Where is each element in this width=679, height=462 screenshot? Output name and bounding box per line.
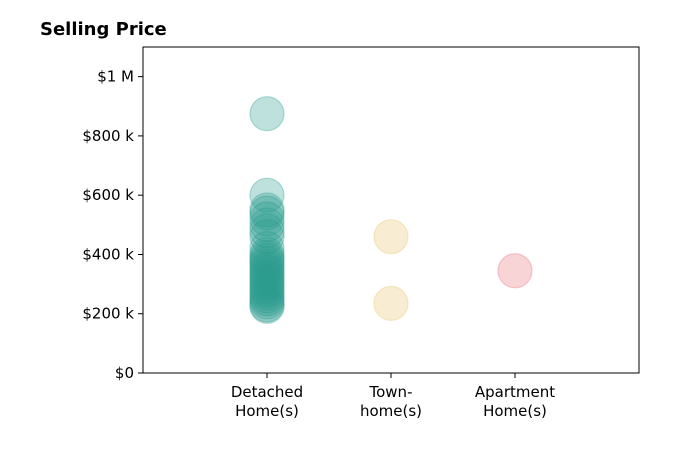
data-point (249, 245, 285, 281)
data-point (373, 219, 409, 255)
data-point (249, 192, 285, 228)
data-point (249, 284, 285, 320)
data-point (249, 248, 285, 284)
data-point (249, 263, 285, 299)
plot-frame (142, 46, 640, 374)
data-point (249, 207, 285, 243)
data-point (249, 260, 285, 296)
data-point (249, 254, 285, 290)
data-points (249, 96, 533, 324)
y-tick-label: $1 M (97, 68, 134, 86)
data-point (249, 257, 285, 293)
x-axis: DetachedHome(s)Town-home(s)ApartmentHome… (231, 373, 555, 420)
data-point (249, 239, 285, 276)
data-point (249, 213, 285, 249)
data-point (249, 266, 285, 302)
data-point (249, 281, 285, 317)
data-point (249, 242, 285, 278)
x-tick-label: Apartment (475, 383, 555, 401)
y-tick-label: $0 (115, 364, 134, 382)
data-point (373, 285, 409, 321)
data-point (249, 269, 285, 305)
data-point (497, 253, 533, 289)
x-tick-label: Home(s) (483, 402, 547, 420)
y-axis: $0 $200 k $400 k $600 k $800 k $1 M (82, 68, 143, 382)
data-point (249, 275, 285, 311)
x-tick-label: Town- (369, 383, 413, 401)
data-point (249, 96, 285, 132)
y-tick-label: $400 k (82, 245, 134, 263)
x-tick-label: home(s) (360, 402, 422, 420)
y-tick-label: $600 k (82, 186, 134, 204)
data-point (249, 278, 285, 314)
data-point (249, 219, 285, 255)
data-point (249, 287, 285, 323)
chart-title: Selling Price (40, 19, 167, 40)
data-point (249, 177, 285, 213)
data-point (249, 201, 285, 237)
data-point (249, 272, 285, 308)
y-tick-label: $800 k (82, 127, 134, 145)
data-point (249, 195, 285, 231)
y-tick-label: $200 k (82, 305, 134, 323)
data-point (249, 236, 285, 273)
data-point (249, 288, 285, 324)
data-point (249, 230, 285, 267)
data-point (249, 251, 285, 287)
x-tick-label: Home(s) (235, 402, 299, 420)
x-tick-label: Detached (231, 383, 303, 401)
